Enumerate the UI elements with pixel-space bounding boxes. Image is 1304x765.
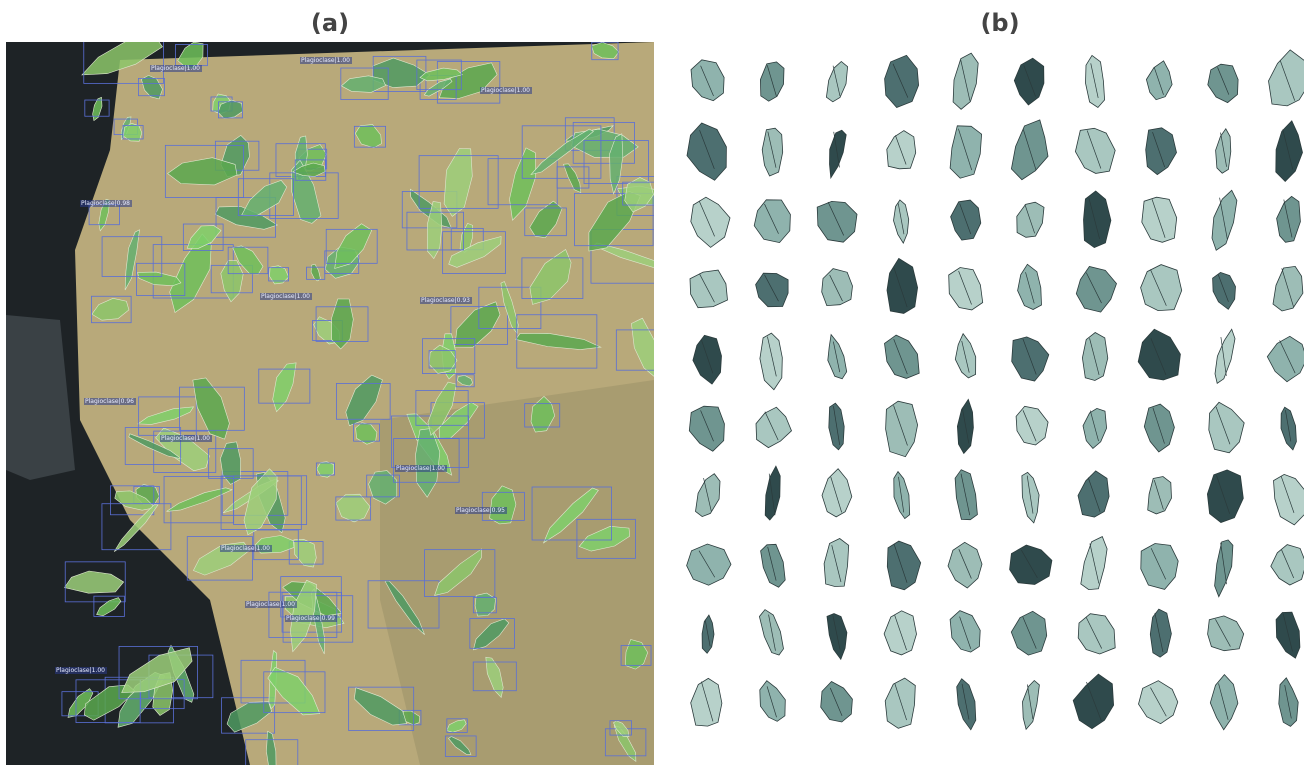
figure-canvas: (a) (b) Plagioclase|1.00Plagioclase|1.00…: [0, 0, 1304, 765]
micrograph: Plagioclase|1.00 Plagioclase|1.00 Plagiocl…: [6, 30, 677, 765]
detection-label: Plagioclase|0.99: [286, 615, 335, 622]
detection-label: Plagioclase|1.00: [246, 601, 295, 608]
detection-label: Plagioclase|0.98: [81, 200, 130, 207]
figure: (a) (b) Plagioclase|1.00Plagioclase|1.00…: [0, 0, 1304, 765]
detection-label: Plagioclase|1.00: [151, 65, 200, 72]
detection-label: Plagioclase|1.00: [221, 545, 270, 552]
detection-label: Plagioclase|1.00: [301, 57, 350, 64]
detection-label: Plagioclase|0.93: [421, 297, 470, 304]
detection-label: Plagioclase|0.96: [85, 398, 134, 405]
detection-label: Plagioclase|0.95: [456, 507, 505, 514]
crystal-crop: [1082, 333, 1107, 381]
detection-label: Plagioclase|1.00: [161, 435, 210, 442]
detection-label: Plagioclase|1.00: [481, 87, 530, 94]
panel-label: (a): [311, 9, 349, 37]
detection-label: Plagioclase|1.00: [261, 293, 310, 300]
detection-label: Plagioclase|1.00: [396, 465, 445, 472]
panel-label: (b): [980, 9, 1019, 37]
detection-label: Plagioclase|1.00: [56, 667, 105, 674]
